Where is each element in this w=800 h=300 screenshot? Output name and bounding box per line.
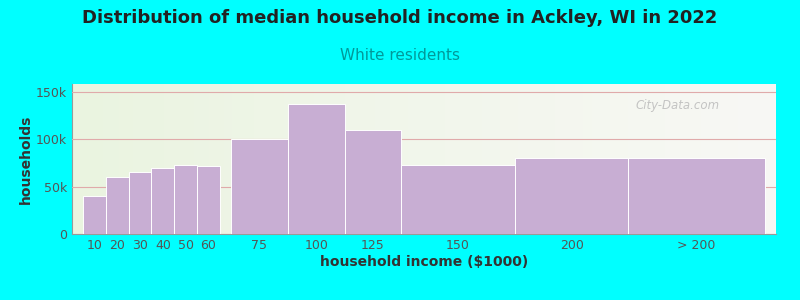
Bar bbox=[231, 139, 288, 234]
Bar bbox=[402, 165, 515, 234]
Bar bbox=[83, 196, 106, 234]
Bar bbox=[197, 166, 220, 234]
Text: Distribution of median household income in Ackley, WI in 2022: Distribution of median household income … bbox=[82, 9, 718, 27]
Bar bbox=[515, 158, 628, 234]
Bar bbox=[174, 165, 197, 234]
Bar bbox=[129, 172, 151, 234]
Bar bbox=[106, 177, 129, 234]
Bar bbox=[151, 167, 174, 234]
Bar bbox=[288, 104, 345, 234]
Bar bbox=[345, 130, 402, 234]
X-axis label: household income ($1000): household income ($1000) bbox=[320, 255, 528, 268]
Text: City-Data.com: City-Data.com bbox=[635, 99, 719, 112]
Bar bbox=[628, 158, 765, 234]
Y-axis label: households: households bbox=[19, 114, 34, 204]
Text: White residents: White residents bbox=[340, 48, 460, 63]
